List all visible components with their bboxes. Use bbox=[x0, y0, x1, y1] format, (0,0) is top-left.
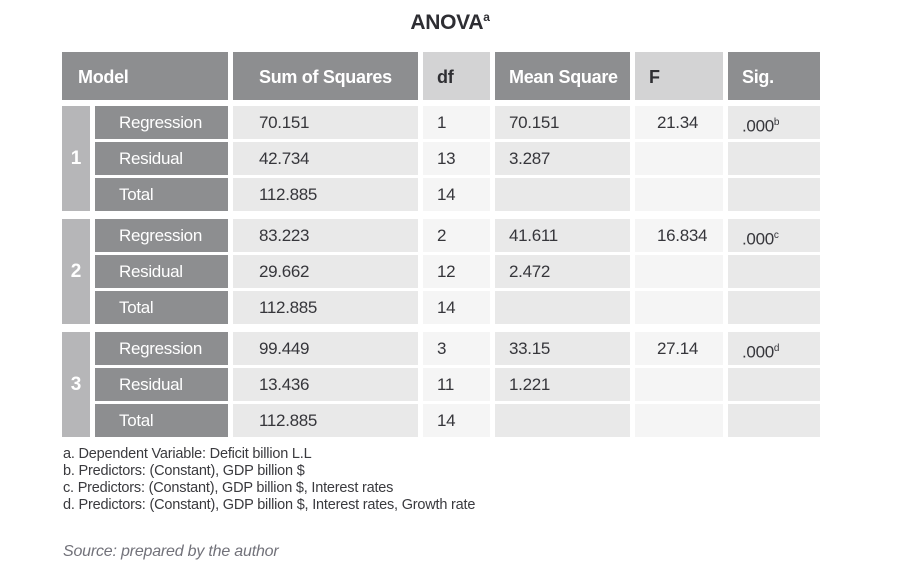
mean-square-cell: 1.221 bbox=[495, 368, 630, 401]
sig-superscript: c bbox=[773, 230, 779, 241]
header-cell-model: Model bbox=[62, 52, 228, 100]
row-label-cell: Regression bbox=[95, 332, 228, 365]
mean-square-cell: 70.151 bbox=[495, 106, 630, 139]
sum-of-squares-cell: 29.662 bbox=[233, 255, 418, 288]
mean-square-cell: 33.15 bbox=[495, 332, 630, 365]
footnote-d: d. Predictors: (Constant), GDP billion $… bbox=[63, 497, 476, 513]
mean-square-cell: 3.287 bbox=[495, 142, 630, 175]
f-cell: 16.834 bbox=[635, 219, 723, 252]
anova-table: Model Sum of Squares df Mean Square F Si… bbox=[62, 52, 820, 437]
df-cell: 14 bbox=[423, 291, 490, 324]
source-note: Source: prepared by the author bbox=[63, 543, 279, 560]
df-cell: 3 bbox=[423, 332, 490, 365]
row-label-cell: Residual bbox=[95, 255, 228, 288]
row-label-cell: Regression bbox=[95, 106, 228, 139]
sum-of-squares-cell: 112.885 bbox=[233, 291, 418, 324]
sum-of-squares-cell: 112.885 bbox=[233, 178, 418, 211]
sig-cell: .000b bbox=[728, 106, 820, 139]
model-block-2: 2 Regression 83.223 2 41.611 16.834 .000… bbox=[62, 219, 820, 324]
df-cell: 13 bbox=[423, 142, 490, 175]
sig-cell bbox=[728, 291, 820, 324]
model-number-cell: 1 bbox=[62, 106, 90, 211]
model-number-cell: 2 bbox=[62, 219, 90, 324]
f-cell: 27.14 bbox=[635, 332, 723, 365]
model-block-3: 3 Regression 99.449 3 33.15 27.14 .000d … bbox=[62, 332, 820, 437]
df-cell: 11 bbox=[423, 368, 490, 401]
footnote-c: c. Predictors: (Constant), GDP billion $… bbox=[63, 480, 394, 496]
f-cell bbox=[635, 255, 723, 288]
sum-of-squares-cell: 112.885 bbox=[233, 404, 418, 437]
mean-square-cell: 41.611 bbox=[495, 219, 630, 252]
df-cell: 14 bbox=[423, 178, 490, 211]
sum-of-squares-cell: 83.223 bbox=[233, 219, 418, 252]
header-cell-df: df bbox=[423, 52, 490, 100]
footnotes: a. Dependent Variable: Deficit billion L… bbox=[63, 446, 900, 514]
mean-square-cell bbox=[495, 404, 630, 437]
header-cell-sig: Sig. bbox=[728, 52, 820, 100]
sig-value: .000 bbox=[742, 116, 774, 136]
sum-of-squares-cell: 99.449 bbox=[233, 332, 418, 365]
f-cell bbox=[635, 291, 723, 324]
sum-of-squares-cell: 42.734 bbox=[233, 142, 418, 175]
sig-cell bbox=[728, 255, 820, 288]
f-cell bbox=[635, 368, 723, 401]
row-label-cell: Residual bbox=[95, 368, 228, 401]
sig-cell bbox=[728, 178, 820, 211]
sig-cell bbox=[728, 404, 820, 437]
mean-square-cell bbox=[495, 291, 630, 324]
sig-superscript: b bbox=[773, 117, 780, 128]
table-title: ANOVAa bbox=[0, 0, 900, 36]
sig-cell: .000d bbox=[728, 332, 820, 365]
header-cell-sum-of-squares: Sum of Squares bbox=[233, 52, 418, 100]
footnote-a: a. Dependent Variable: Deficit billion L… bbox=[63, 446, 312, 462]
df-cell: 12 bbox=[423, 255, 490, 288]
mean-square-cell bbox=[495, 178, 630, 211]
df-cell: 14 bbox=[423, 404, 490, 437]
row-label-cell: Total bbox=[95, 404, 228, 437]
sig-cell: .000c bbox=[728, 219, 820, 252]
footnote-b: b. Predictors: (Constant), GDP billion $ bbox=[63, 463, 305, 479]
sig-value: .000 bbox=[742, 229, 774, 249]
sig-value: .000 bbox=[742, 342, 774, 362]
table-title-superscript: a bbox=[483, 10, 490, 24]
mean-square-cell: 2.472 bbox=[495, 255, 630, 288]
row-label-cell: Regression bbox=[95, 219, 228, 252]
table-header-row: Model Sum of Squares df Mean Square F Si… bbox=[62, 52, 820, 100]
table-title-text: ANOVA bbox=[410, 11, 484, 34]
model-number-cell: 3 bbox=[62, 332, 90, 437]
model-block-1: 1 Regression 70.151 1 70.151 21.34 .000b… bbox=[62, 106, 820, 211]
sum-of-squares-cell: 70.151 bbox=[233, 106, 418, 139]
header-cell-mean-square: Mean Square bbox=[495, 52, 630, 100]
row-label-cell: Total bbox=[95, 291, 228, 324]
sum-of-squares-cell: 13.436 bbox=[233, 368, 418, 401]
row-label-cell: Total bbox=[95, 178, 228, 211]
sig-cell bbox=[728, 368, 820, 401]
sig-superscript: d bbox=[773, 343, 780, 354]
df-cell: 2 bbox=[423, 219, 490, 252]
sig-cell bbox=[728, 142, 820, 175]
f-cell: 21.34 bbox=[635, 106, 723, 139]
f-cell bbox=[635, 404, 723, 437]
df-cell: 1 bbox=[423, 106, 490, 139]
f-cell bbox=[635, 142, 723, 175]
row-label-cell: Residual bbox=[95, 142, 228, 175]
f-cell bbox=[635, 178, 723, 211]
header-cell-f: F bbox=[635, 52, 723, 100]
